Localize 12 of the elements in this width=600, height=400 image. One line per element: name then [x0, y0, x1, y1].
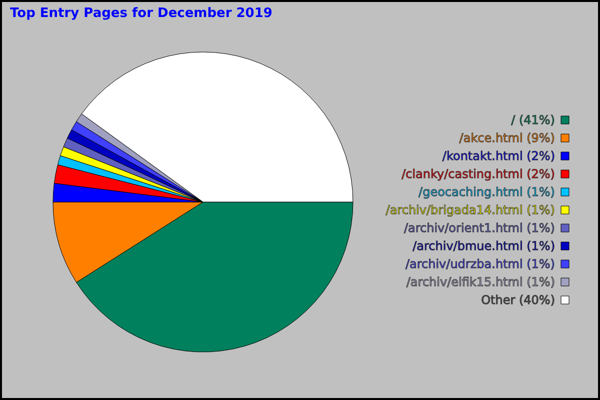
chart-title: Top Entry Pages for December 2019 [10, 6, 272, 21]
legend-label: /archiv/brigada14.html (1%) [386, 203, 555, 217]
legend-label: /archiv/bmue.html (1%) [412, 239, 555, 253]
legend-label: /kontakt.html (2%) [442, 149, 555, 163]
legend-label: / (41%) [511, 113, 555, 127]
legend-label: /clanky/casting.html (2%) [402, 167, 555, 181]
legend-label: /geocaching.html (1%) [418, 185, 555, 199]
legend-label: /archiv/orient1.html (1%) [404, 221, 555, 235]
legend-label: /archiv/elfik15.html (1%) [406, 275, 555, 289]
legend-label: Other (40%) [481, 293, 555, 307]
legend-label: /archiv/udrzba.html (1%) [405, 257, 555, 271]
legend-label: /akce.html (9%) [459, 131, 555, 145]
